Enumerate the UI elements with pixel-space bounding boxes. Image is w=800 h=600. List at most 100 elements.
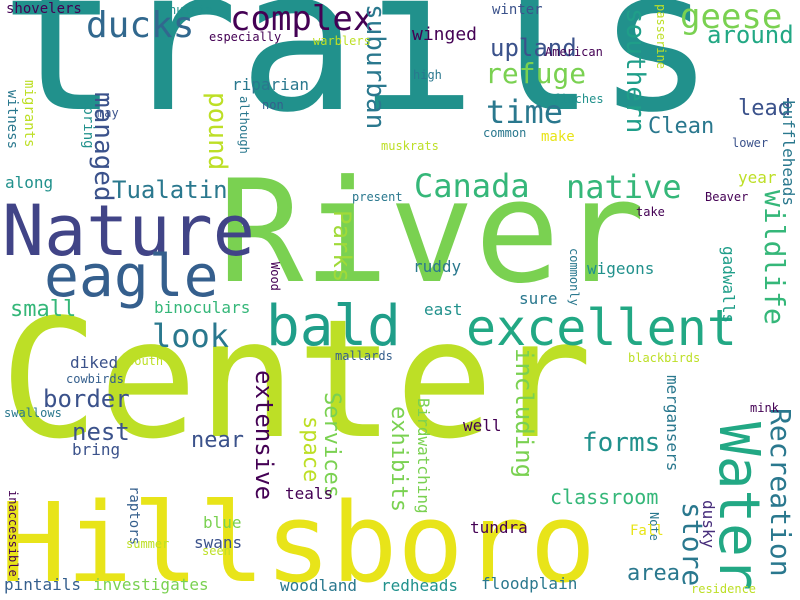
word-lower: lower [732, 136, 769, 150]
word-center: Center [0, 284, 593, 475]
word-managed: managed [88, 92, 118, 202]
word-note: Note [647, 512, 661, 541]
word-make: make [541, 129, 575, 145]
word-muskrats: muskrats [381, 139, 439, 153]
word-nature: Nature [2, 190, 255, 272]
word-seen: seen [202, 544, 231, 558]
word-year: year [738, 168, 777, 187]
word-winter: winter [492, 2, 543, 18]
word-near: near [191, 428, 244, 453]
word-swans: swans [194, 533, 243, 552]
word-south: South [127, 354, 164, 368]
word-american: American [545, 45, 603, 59]
word-bring: bring [72, 440, 121, 459]
word-parks: Parks [328, 210, 356, 283]
word-ruddy: ruddy [413, 257, 462, 276]
word-including: including [510, 348, 538, 479]
word-blue: blue [203, 513, 242, 532]
word-inaccessible: inaccessible [6, 490, 20, 577]
word-east: east [424, 300, 463, 319]
word-birdwatching: Birdwatching [414, 398, 433, 514]
word-ducks: ducks [86, 5, 195, 46]
word-swallows: swallows [4, 406, 62, 420]
word-recreation: Recreation [764, 408, 797, 577]
word-water: Water [706, 422, 771, 591]
word-teals: teals [285, 484, 334, 503]
word-border: border [43, 385, 130, 413]
word-common: common [483, 126, 527, 140]
word-upland: upland [490, 34, 577, 62]
word-time: time [486, 93, 564, 131]
word-riparian: riparian [232, 75, 310, 94]
word-well: well [463, 416, 502, 435]
word-clean: Clean [648, 114, 715, 139]
word-blackbirds: blackbirds [628, 351, 701, 365]
word-passerine: passerine [654, 4, 668, 70]
word-mallards: mallards [335, 349, 393, 363]
word-classroom: classroom [550, 485, 659, 509]
word-warblers: warblers [313, 34, 371, 48]
word-wigeons: wigeons [587, 259, 655, 278]
word-buffleheads: buffleheads [779, 100, 798, 206]
word-hillsboro: Hillsboro [0, 479, 597, 600]
word-complex: complex [230, 0, 374, 39]
word-southern: southern [620, 8, 650, 134]
word-excellent: excellent [466, 299, 737, 357]
word-present: present [352, 190, 403, 204]
word-canada: Canada [414, 167, 530, 205]
word-summer: summer [126, 537, 170, 551]
word-investigates: investigates [93, 575, 209, 594]
word-space: space [298, 416, 323, 483]
word-tundra: tundra [470, 518, 528, 537]
word-services: Services [319, 392, 344, 498]
word-gadwalls: gadwalls [719, 246, 738, 324]
word-trails: trails [0, 0, 716, 156]
word-tualatin: Tualatin [112, 176, 228, 204]
word-area: area [627, 561, 680, 586]
word-especially: especially [209, 30, 282, 44]
word-dusky: dusky [699, 500, 718, 549]
word-binoculars: binoculars [154, 298, 251, 317]
word-redheads: redheads [381, 576, 459, 595]
word-woodland: woodland [280, 576, 358, 595]
word-exhibits: exhibits [386, 406, 411, 512]
word-nest: nest [72, 418, 130, 446]
word-along: along [5, 173, 54, 192]
word-extensive: extensive [250, 370, 278, 501]
word-pound: pound [202, 92, 232, 171]
word-raptors: raptors [126, 486, 142, 546]
word-lead: lead [738, 96, 791, 121]
word-refuge: refuge [485, 57, 587, 90]
word-commonly: commonly [567, 248, 581, 306]
word-may: may [97, 106, 119, 120]
word-winged: winged [412, 24, 478, 45]
word-eagle: eagle [44, 242, 219, 310]
word-store: store [676, 502, 709, 587]
word-look: look [152, 317, 230, 355]
word-finches: finches [553, 92, 604, 106]
word-floodplain: floodplain [481, 574, 578, 593]
word-geese: geese [680, 0, 783, 37]
word-take: take [636, 205, 665, 219]
word-mergansers: mergansers [663, 375, 682, 472]
word-cowbirds: cowbirds [66, 372, 124, 386]
word-wildlife: wildlife [758, 190, 791, 325]
word-river: River [218, 150, 646, 315]
word-forms: forms [582, 428, 661, 458]
word-beaver: Beaver [705, 190, 749, 204]
word-small: small [10, 297, 77, 322]
word-fall: Fall [630, 523, 664, 539]
word-residence: residence [691, 582, 757, 596]
word-pintails: pintails [4, 575, 82, 594]
word-mink: mink [750, 401, 779, 415]
word-suburban: suburban [360, 4, 390, 130]
word-wood: Wood [268, 262, 282, 291]
word-migrants: migrants [21, 80, 37, 148]
word-although: although [237, 96, 251, 154]
word-spring: spring [80, 98, 96, 149]
word-sure: sure [519, 289, 558, 308]
word-high: high [413, 68, 442, 82]
word-diked: diked [70, 353, 119, 372]
word-non: non [262, 98, 284, 112]
